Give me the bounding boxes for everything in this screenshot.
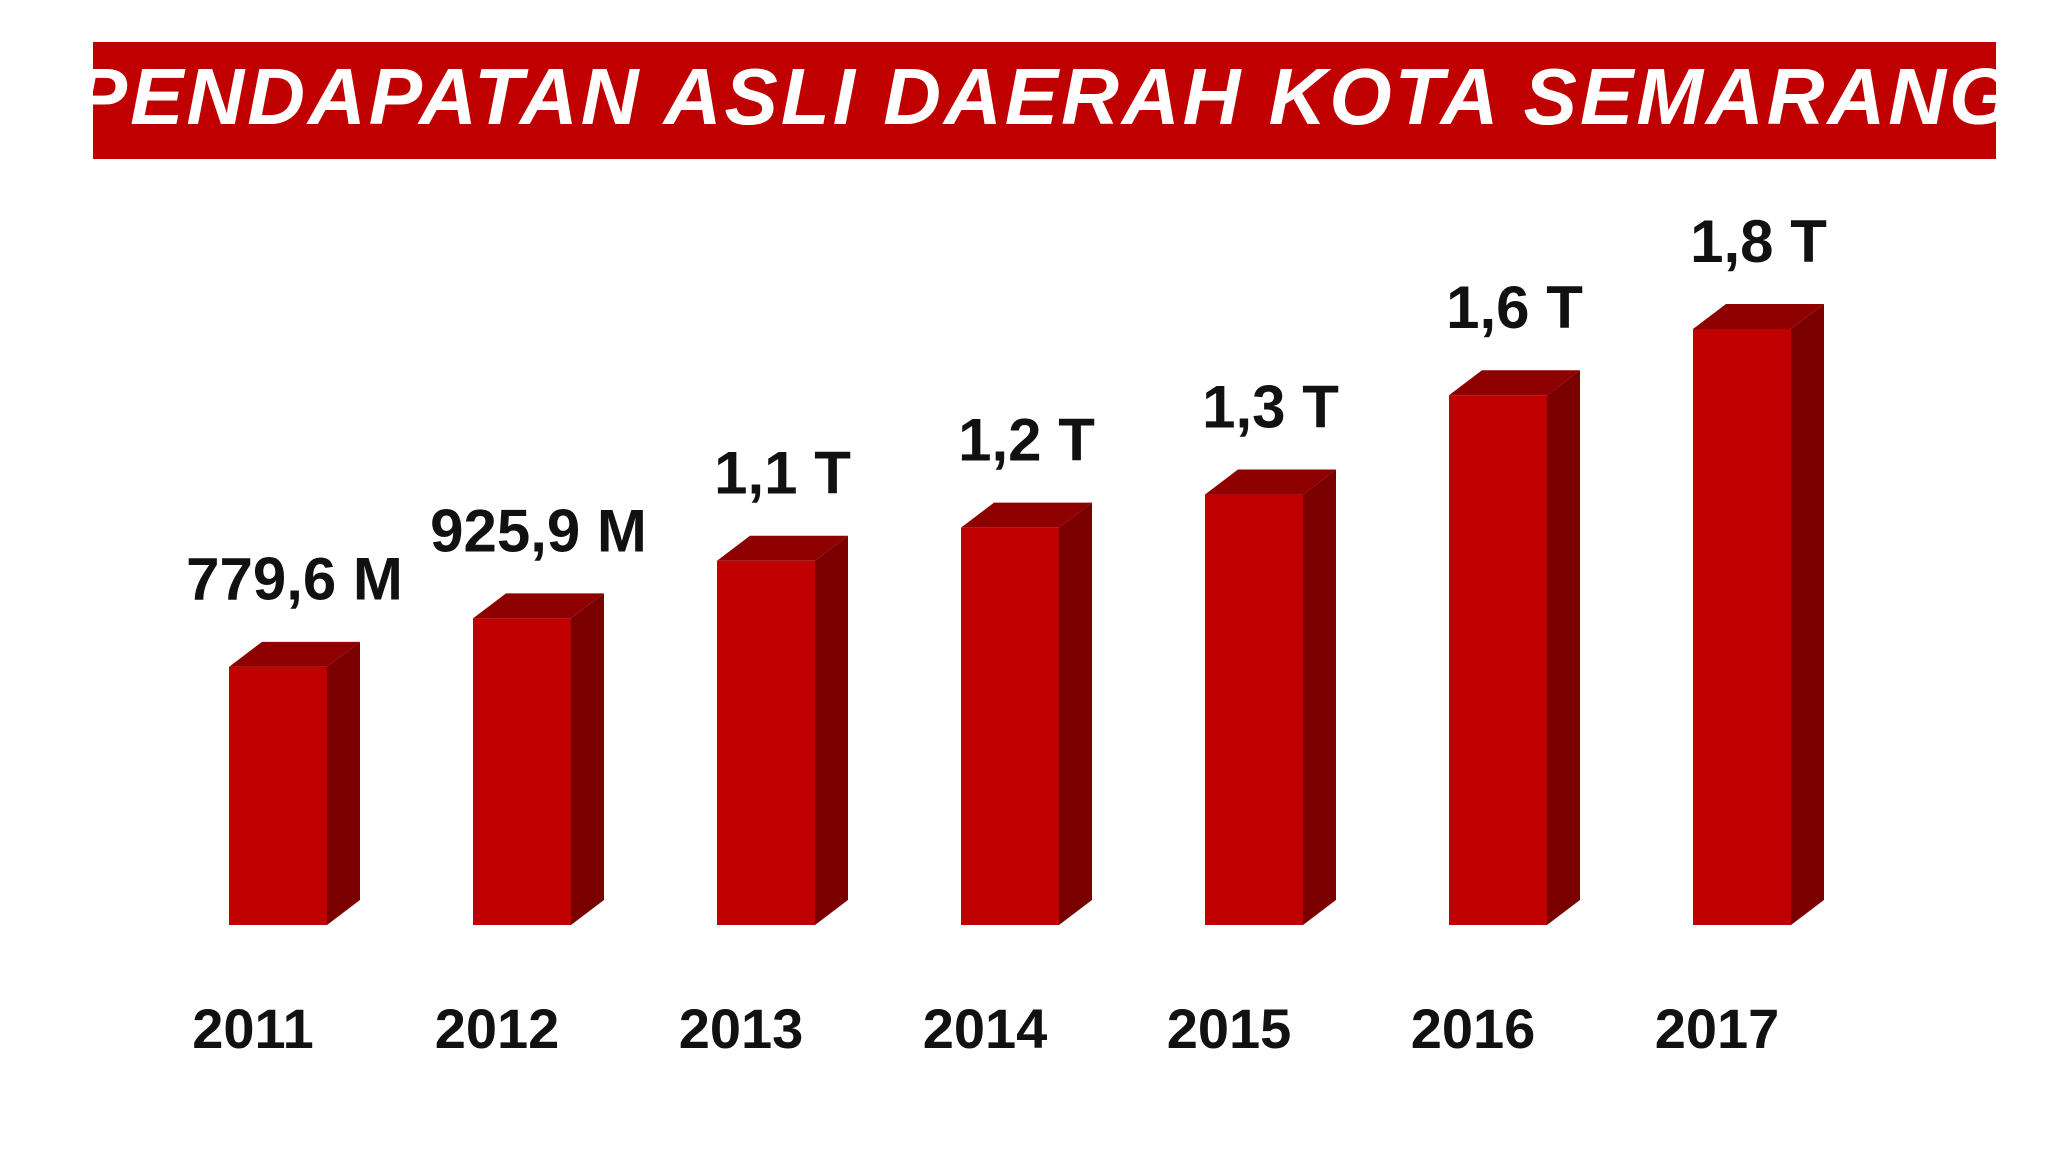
x-tick-label: 2015 (1167, 997, 1292, 1060)
bar-side (815, 535, 848, 925)
value-label: 1,2 T (958, 407, 1095, 474)
x-tick-label: 2013 (679, 997, 804, 1060)
title-banner (93, 42, 1996, 159)
value-label: 1,8 T (1690, 208, 1827, 275)
bar-side (1547, 370, 1580, 925)
bar-side (327, 641, 360, 925)
bar (1693, 329, 1791, 925)
bar-top (1693, 304, 1824, 329)
bar-top (961, 502, 1092, 528)
bar-top (229, 641, 360, 667)
bar (229, 666, 327, 925)
bar-top (717, 535, 848, 561)
value-label: 1,1 T (714, 440, 851, 507)
bar (961, 527, 1059, 925)
x-tick-label: 2011 (192, 997, 314, 1060)
value-label: 925,9 M (430, 497, 647, 564)
bar-side (1059, 502, 1092, 925)
bar (717, 560, 815, 925)
x-tick-label: 2017 (1655, 997, 1780, 1060)
bar (1449, 395, 1547, 925)
bar-side (1303, 469, 1336, 925)
chart-title: PENDAPATAN ASLI DAERAH KOTA SEMARANG (74, 52, 2015, 141)
value-label: 779,6 M (186, 546, 403, 613)
bar (473, 618, 571, 925)
bar-top (1449, 370, 1580, 396)
x-tick-label: 2014 (923, 997, 1048, 1060)
bar (1205, 494, 1303, 925)
x-tick-label: 2016 (1411, 997, 1536, 1060)
bar-side (571, 593, 604, 925)
bar-top (473, 593, 604, 619)
value-label: 1,3 T (1202, 373, 1339, 440)
bar-top (1205, 469, 1336, 495)
value-label: 1,6 T (1446, 274, 1583, 341)
bar-side (1791, 304, 1824, 925)
x-tick-label: 2012 (435, 997, 560, 1060)
